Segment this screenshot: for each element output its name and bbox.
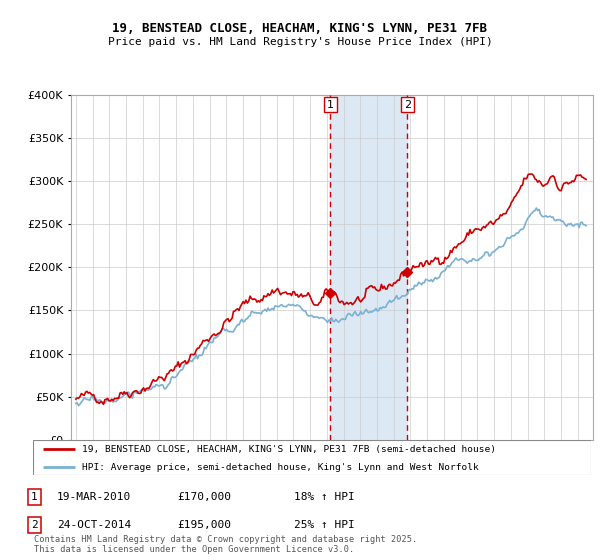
Text: 2: 2	[404, 100, 411, 110]
Text: 2: 2	[31, 520, 38, 530]
Bar	[330, 95, 407, 440]
Text: £170,000: £170,000	[177, 492, 231, 502]
Text: 1: 1	[31, 492, 38, 502]
Text: 19, BENSTEAD CLOSE, HEACHAM, KING'S LYNN, PE31 7FB (semi-detached house): 19, BENSTEAD CLOSE, HEACHAM, KING'S LYNN…	[82, 445, 496, 454]
Text: Price paid vs. HM Land Registry's House Price Index (HPI): Price paid vs. HM Land Registry's House …	[107, 37, 493, 47]
Text: 1: 1	[327, 100, 334, 110]
Text: £195,000: £195,000	[177, 520, 231, 530]
Text: 24-OCT-2014: 24-OCT-2014	[57, 520, 131, 530]
Text: 19, BENSTEAD CLOSE, HEACHAM, KING'S LYNN, PE31 7FB: 19, BENSTEAD CLOSE, HEACHAM, KING'S LYNN…	[113, 22, 487, 35]
Text: 18% ↑ HPI: 18% ↑ HPI	[294, 492, 355, 502]
Text: 19-MAR-2010: 19-MAR-2010	[57, 492, 131, 502]
Text: HPI: Average price, semi-detached house, King's Lynn and West Norfolk: HPI: Average price, semi-detached house,…	[82, 463, 479, 472]
Text: 25% ↑ HPI: 25% ↑ HPI	[294, 520, 355, 530]
Text: Contains HM Land Registry data © Crown copyright and database right 2025.
This d: Contains HM Land Registry data © Crown c…	[34, 535, 418, 554]
